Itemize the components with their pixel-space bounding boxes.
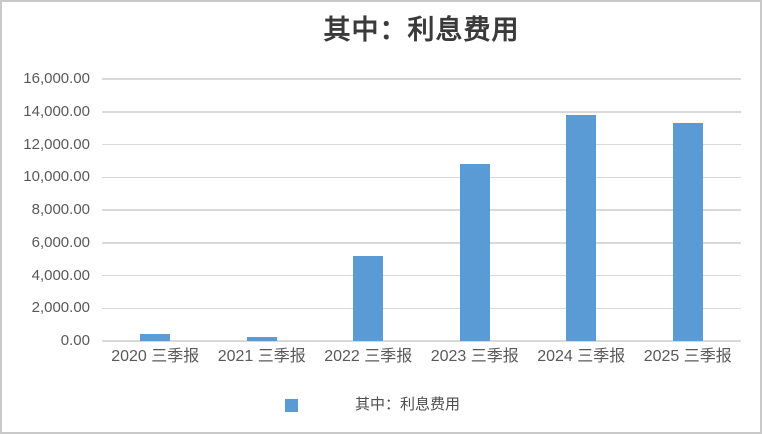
gridline: [102, 78, 741, 80]
y-axis-tick-label: 0.00: [60, 332, 90, 349]
gridline: [102, 176, 741, 178]
legend-label[interactable]: 其中：利息费用: [355, 396, 461, 413]
y-axis-tick-label: 4,000.00: [31, 266, 90, 284]
gridline: [102, 111, 741, 113]
x-axis-tick-label: 2023 三季报: [430, 348, 519, 365]
y-axis-tick-label: 14,000.00: [23, 102, 90, 120]
y-axis-tick-label: 16,000.00: [23, 70, 90, 87]
legend-marker-icon[interactable]: [285, 399, 298, 412]
gridline: [102, 307, 741, 309]
y-axis-tick-label: 12,000.00: [23, 135, 90, 153]
x-axis-tick-label: 2025 三季报: [643, 348, 732, 365]
y-axis-tick-label: 10,000.00: [23, 168, 90, 186]
gridline: [102, 340, 741, 342]
bar-2023[interactable]: [459, 164, 490, 341]
bar-2020[interactable]: [140, 333, 171, 341]
chart-title: 其中：利息费用: [323, 15, 520, 45]
gridline: [102, 209, 741, 211]
y-axis-tick-label: 8,000.00: [31, 201, 90, 218]
y-axis-tick-label: 6,000.00: [31, 233, 90, 251]
x-axis-tick-label: 2022 三季报: [324, 348, 413, 365]
bar-2024[interactable]: [566, 115, 597, 341]
x-axis-tick-label: 2020 三季报: [111, 348, 200, 365]
gridline: [102, 242, 741, 244]
bar-2022[interactable]: [353, 255, 384, 341]
gridline: [102, 143, 741, 146]
gridline: [102, 274, 741, 277]
y-axis-tick-label: 2,000.00: [31, 299, 90, 317]
x-axis-tick-label: 2024 三季报: [537, 348, 626, 365]
x-axis-tick-label: 2021 三季报: [217, 348, 306, 365]
bar-2025[interactable]: [672, 123, 703, 341]
bar-2021[interactable]: [246, 336, 277, 341]
